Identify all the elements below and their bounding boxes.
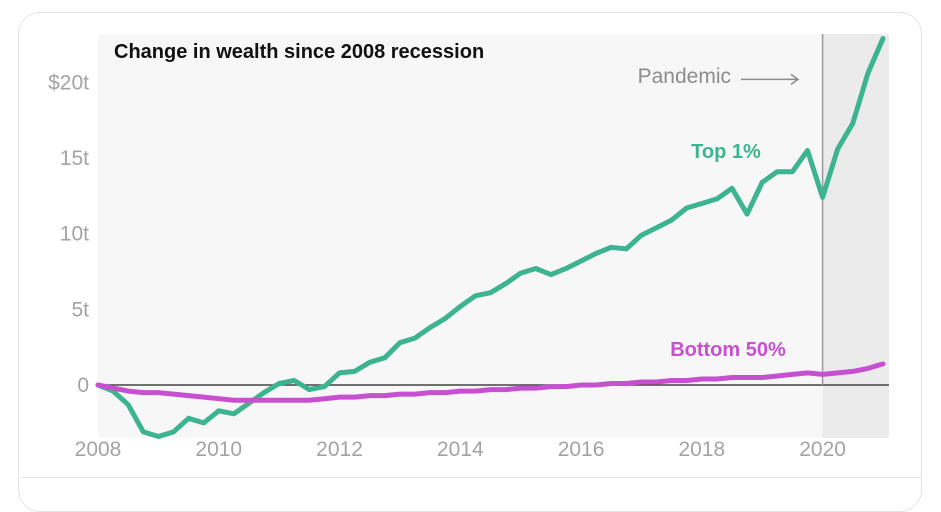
- series-label: Top 1%: [691, 141, 761, 163]
- plot-background: [98, 34, 889, 438]
- pandemic-annotation-label: Pandemic: [638, 65, 731, 88]
- y-tick-label: 15t: [60, 147, 89, 170]
- pandemic-shaded-region: [822, 34, 889, 438]
- x-tick-label: 2008: [75, 438, 122, 461]
- y-tick-label: 0: [77, 374, 89, 397]
- wealth-line-chart: 0 5t 10t 15t $20t 2008 2010 2012 2014 2016 2018 20…: [48, 34, 889, 461]
- card-divider: [20, 477, 921, 478]
- series-line: [95, 361, 886, 403]
- series-label: Bottom 50%: [670, 339, 786, 361]
- x-tick-label: 2016: [558, 438, 605, 461]
- x-tick-label: 2014: [437, 438, 484, 461]
- x-tick-label: 2018: [678, 438, 725, 461]
- x-tick-label: 2010: [195, 438, 242, 461]
- y-tick-label: 5t: [71, 298, 89, 321]
- chart-title: Change in wealth since 2008 recession: [114, 41, 484, 63]
- x-tick-label: 2012: [316, 438, 363, 461]
- x-tick-label: 2020: [799, 438, 846, 461]
- series-line: [95, 36, 886, 439]
- y-tick-label: $20t: [48, 71, 89, 94]
- y-tick-label: 10t: [60, 223, 89, 246]
- pandemic-arrowhead-icon: [790, 73, 800, 86]
